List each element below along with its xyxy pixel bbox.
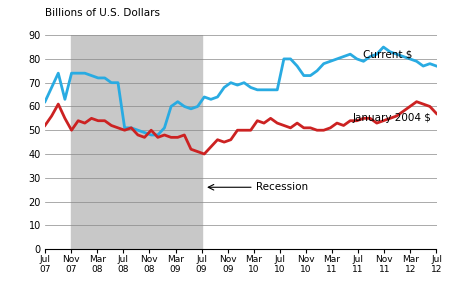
Text: Recession: Recession bbox=[256, 182, 309, 192]
Text: Current $: Current $ bbox=[364, 49, 413, 59]
Text: January 2004 $: January 2004 $ bbox=[353, 113, 432, 123]
Bar bbox=[71, 35, 202, 249]
Text: Billions of U.S. Dollars: Billions of U.S. Dollars bbox=[45, 8, 160, 18]
